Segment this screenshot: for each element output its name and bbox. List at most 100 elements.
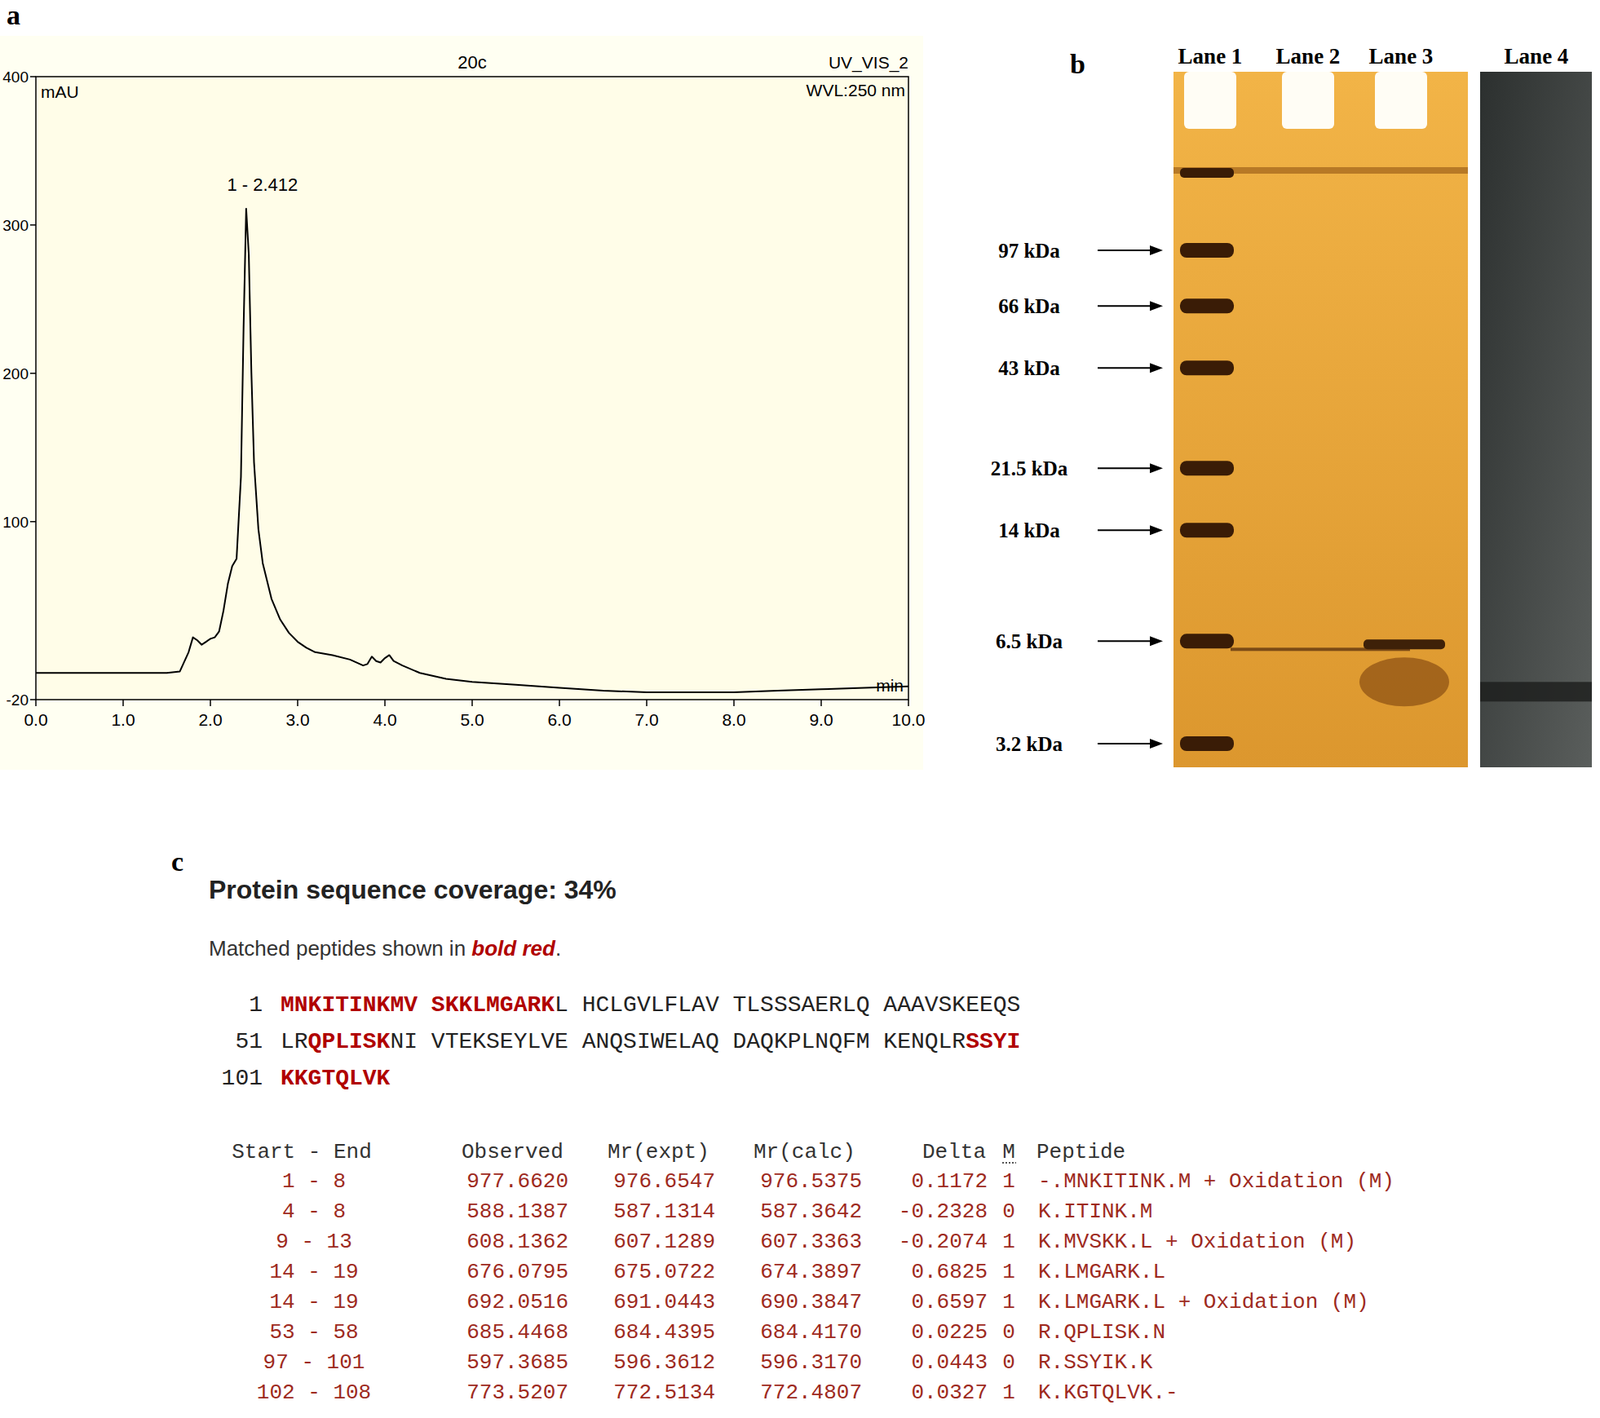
table-cell: 1 <box>1002 1380 1016 1406</box>
sample-smear <box>1359 657 1450 707</box>
ladder-band <box>1180 360 1234 376</box>
table-cell: 596.3612 <box>613 1350 716 1375</box>
x-tick <box>384 699 386 707</box>
lane-label: Lane 3 <box>1369 44 1434 69</box>
chart-title: 20c <box>457 52 487 73</box>
table-cell: 1 <box>1002 1169 1016 1194</box>
peptide-range: 97 - 101 <box>263 1350 366 1375</box>
column-header: M <box>1002 1140 1016 1165</box>
arrow-line <box>1097 529 1152 531</box>
arrow-head <box>1149 636 1163 646</box>
panel-label: b <box>1069 48 1086 80</box>
table-cell: 685.4468 <box>466 1320 569 1345</box>
ladder-band <box>1180 298 1234 314</box>
column-header: Peptide <box>1036 1140 1126 1165</box>
trace-group <box>35 208 909 693</box>
y-tick-label: 400 <box>2 68 29 86</box>
residues: L HCLGVLFLAV TLSSSAERLQ AAAVSKEEQS <box>554 992 1021 1018</box>
y-tick-label: 100 <box>2 513 29 531</box>
gel-panel: Lane 1Lane 2Lane 3Lane 497 kDa66 kDa43 k… <box>990 44 1592 768</box>
arrow-line <box>1097 742 1152 745</box>
range-start: 1 <box>282 1169 296 1194</box>
arrow-head <box>1149 300 1163 311</box>
x-tick-label: 5.0 <box>459 710 484 730</box>
table-cell: 596.3170 <box>760 1350 862 1375</box>
matched-residues: QPLISK <box>308 1029 391 1055</box>
y-tick <box>30 75 36 78</box>
table-cell: -0.2328 <box>898 1199 988 1225</box>
arrow-line <box>1097 467 1152 469</box>
marker-label: 14 kDa <box>998 519 1061 542</box>
matched-residues: MNKITINKMV SKKLMGARK <box>280 992 555 1018</box>
table-cell: 772.5134 <box>613 1380 716 1406</box>
well <box>1374 71 1428 129</box>
x-tick-label: 7.0 <box>634 710 659 730</box>
x-tick <box>907 699 910 707</box>
range-start: 14 <box>269 1259 295 1285</box>
range-end: 8 <box>332 1199 346 1225</box>
table-cell: K.LMGARK.L + Oxidation (M) <box>1038 1290 1370 1315</box>
table-cell: 588.1387 <box>466 1199 569 1225</box>
column-header: Delta <box>922 1140 986 1165</box>
range-end: 101 <box>327 1350 366 1375</box>
chromatogram: -201002003004000.01.02.03.04.05.06.07.08… <box>0 35 925 770</box>
table-cell: 597.3685 <box>466 1350 569 1375</box>
range-start: 9 <box>275 1229 289 1255</box>
peptide-range: 9 - 13 <box>275 1229 353 1255</box>
table-cell: 684.4395 <box>613 1320 716 1345</box>
ladder-band <box>1180 736 1234 752</box>
marker-label: 6.5 kDa <box>995 630 1063 653</box>
residues: LR <box>280 1029 309 1055</box>
ladder-band <box>1180 460 1234 476</box>
peptide-range: 102 - 108 <box>256 1380 372 1406</box>
sample-band <box>1363 639 1446 650</box>
y-tick-label: 200 <box>2 365 29 383</box>
y-tick <box>30 372 36 375</box>
table-cell: 608.1362 <box>466 1229 569 1255</box>
arrow-head <box>1149 738 1163 749</box>
lane-label: Lane 2 <box>1276 44 1341 69</box>
arrow-line <box>1097 249 1152 252</box>
range-end: 19 <box>332 1290 359 1315</box>
table-cell: 691.0443 <box>613 1290 716 1315</box>
matched-residues: KKGTQLVK <box>280 1065 391 1092</box>
column-header: Mr(expt) <box>607 1140 710 1165</box>
table-cell: 0 <box>1002 1199 1016 1225</box>
x-tick-label: 10.0 <box>892 710 926 730</box>
table-cell: 772.4807 <box>760 1380 862 1406</box>
x-tick-label: 0.0 <box>23 710 48 730</box>
x-tick <box>820 699 823 707</box>
table-cell: R.QPLISK.N <box>1038 1320 1166 1345</box>
range-separator: - <box>288 1350 328 1375</box>
table-cell: 976.6547 <box>613 1169 716 1194</box>
panel-label: c <box>171 846 184 877</box>
range-start: 4 <box>282 1199 296 1225</box>
table-cell: 1 <box>1002 1290 1016 1315</box>
peptide-range: 14 - 19 <box>269 1259 359 1285</box>
peptide-range: 1 - 8 <box>282 1169 346 1194</box>
x-tick-label: 2.0 <box>198 710 222 730</box>
column-header: Start - End <box>231 1140 372 1165</box>
well <box>1184 71 1237 129</box>
marker-label: 97 kDa <box>998 239 1061 262</box>
x-tick <box>733 699 735 707</box>
range-separator: - <box>295 1380 334 1406</box>
arrow-head <box>1149 525 1163 535</box>
range-start: 53 <box>269 1320 295 1345</box>
range-separator: - <box>295 1290 334 1315</box>
ladder-band <box>1180 633 1234 649</box>
marker-label: 66 kDa <box>998 295 1061 318</box>
lane-label: Lane 1 <box>1178 44 1243 69</box>
well <box>1281 71 1335 129</box>
table-cell: 0.0225 <box>910 1320 988 1345</box>
y-tick <box>30 521 36 523</box>
gel <box>1173 71 1468 768</box>
x-tick-label: 8.0 <box>721 710 746 730</box>
table-cell: 690.3847 <box>760 1290 862 1315</box>
table-cell: 675.0722 <box>613 1259 716 1285</box>
header-underline <box>1002 1162 1017 1164</box>
range-separator: - <box>288 1229 328 1255</box>
table-cell: 0.1172 <box>910 1169 988 1194</box>
x-tick <box>558 699 561 707</box>
ladder-band <box>1180 522 1234 538</box>
